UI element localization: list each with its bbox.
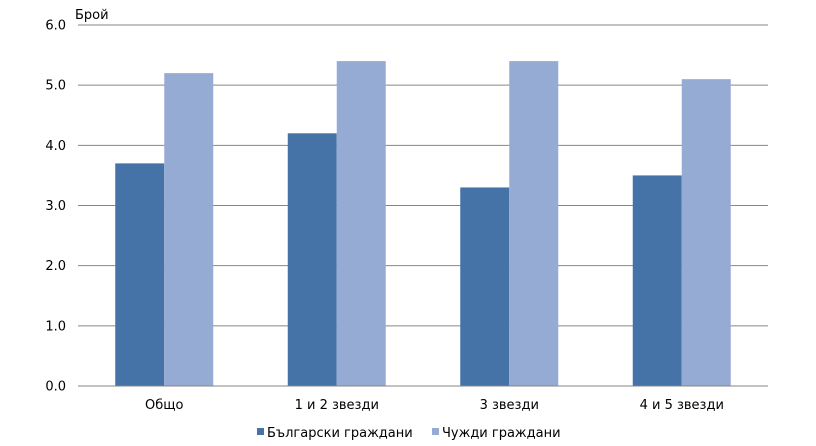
y-tick-label: 6.0 — [45, 19, 66, 34]
bar — [115, 163, 165, 386]
x-category-label: 4 и 5 звезди — [640, 398, 724, 413]
x-category-label: 1 и 2 звезди — [295, 398, 379, 413]
legend-label: Български граждани — [267, 426, 413, 441]
y-axis-label: Брой — [75, 8, 109, 23]
bar — [632, 175, 682, 386]
bars — [115, 61, 731, 387]
y-tick-label: 5.0 — [45, 79, 66, 94]
y-tick-label: 0.0 — [45, 380, 66, 395]
legend-swatch — [432, 428, 439, 435]
legend-label: Чужди граждани — [442, 426, 561, 441]
x-category-label: 3 звезди — [480, 398, 539, 413]
y-tick-label: 2.0 — [45, 259, 66, 274]
bar — [681, 79, 731, 387]
legend: Български граждани Чужди граждани — [257, 426, 561, 441]
bar — [509, 61, 559, 386]
bar — [164, 73, 214, 386]
legend-swatch — [257, 428, 264, 435]
bar — [336, 61, 386, 386]
x-category-label: Общо — [145, 398, 183, 413]
category-labels: Общо 1 и 2 звезди 3 звезди 4 и 5 звезди — [145, 398, 724, 413]
y-axis-ticks: 0.0 1.0 2.0 3.0 4.0 5.0 6.0 — [45, 19, 66, 395]
bar — [287, 133, 337, 386]
y-tick-label: 3.0 — [45, 199, 66, 214]
bar — [460, 187, 510, 386]
y-tick-label: 1.0 — [45, 319, 66, 334]
y-tick-label: 4.0 — [45, 139, 66, 154]
